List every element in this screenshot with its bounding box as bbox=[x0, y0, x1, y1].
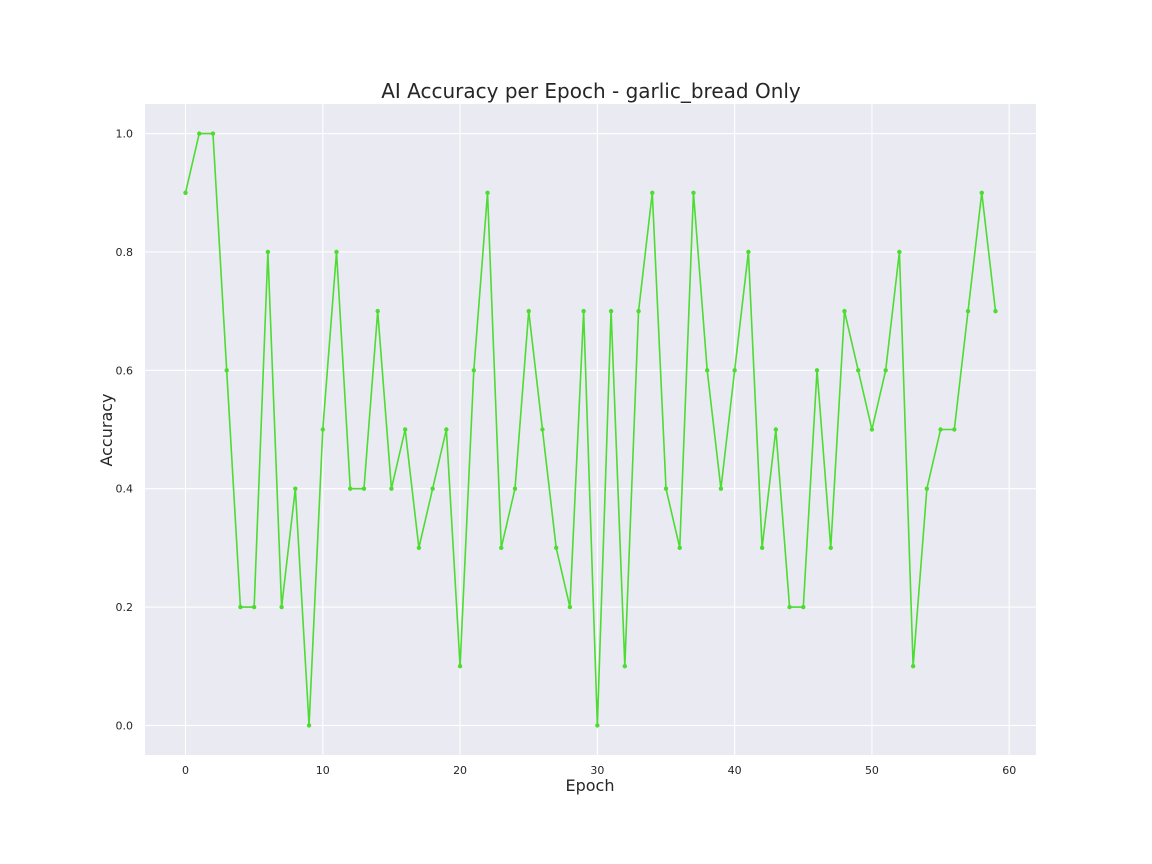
data-point bbox=[444, 427, 449, 432]
data-point bbox=[183, 190, 188, 195]
data-point bbox=[320, 427, 325, 432]
data-point bbox=[704, 368, 710, 373]
x-tick-label: 10 bbox=[316, 764, 330, 777]
data-point bbox=[746, 249, 751, 255]
data-point bbox=[622, 664, 628, 669]
x-tick-label: 30 bbox=[590, 764, 604, 777]
y-tick-label: 0.8 bbox=[116, 246, 134, 259]
y-tick-label: 1.0 bbox=[116, 128, 134, 141]
data-point bbox=[814, 368, 820, 373]
data-point bbox=[553, 545, 559, 551]
data-point bbox=[869, 427, 875, 432]
data-point bbox=[512, 486, 518, 491]
y-axis-label: Accuracy bbox=[97, 393, 116, 466]
data-point bbox=[650, 190, 655, 195]
data-point bbox=[883, 368, 888, 373]
data-point bbox=[691, 190, 696, 195]
data-point bbox=[759, 545, 765, 551]
data-point bbox=[608, 308, 614, 314]
data-point bbox=[828, 545, 833, 551]
data-point bbox=[279, 604, 284, 610]
data-point bbox=[306, 723, 312, 728]
data-point bbox=[567, 604, 573, 610]
data-point bbox=[389, 486, 394, 491]
x-tick-label: 40 bbox=[728, 764, 742, 777]
data-point bbox=[540, 427, 545, 432]
data-point bbox=[663, 486, 669, 491]
data-point bbox=[430, 486, 435, 491]
series-line bbox=[184, 132, 997, 727]
data-point bbox=[457, 664, 463, 669]
x-tick-label: 0 bbox=[182, 764, 189, 777]
data-point bbox=[471, 368, 477, 373]
series-group bbox=[183, 131, 998, 728]
data-point bbox=[348, 486, 353, 491]
data-point bbox=[910, 664, 916, 669]
data-point bbox=[952, 427, 957, 432]
x-tick-label: 50 bbox=[865, 764, 879, 777]
data-point bbox=[732, 368, 737, 373]
y-tick-label: 0.4 bbox=[116, 483, 134, 496]
data-point bbox=[238, 604, 243, 610]
y-tick-label: 0.6 bbox=[116, 364, 134, 377]
data-point bbox=[787, 604, 792, 610]
data-point bbox=[842, 308, 847, 314]
x-tick-label: 60 bbox=[1002, 764, 1016, 777]
data-point bbox=[938, 427, 943, 432]
y-tick-label: 0.0 bbox=[116, 719, 134, 732]
data-point bbox=[718, 486, 724, 491]
data-point bbox=[334, 249, 339, 255]
data-point bbox=[993, 308, 998, 314]
data-point bbox=[773, 427, 779, 432]
data-point bbox=[581, 308, 586, 314]
data-point bbox=[677, 545, 682, 551]
data-point bbox=[265, 249, 271, 255]
data-point bbox=[485, 190, 490, 195]
data-point bbox=[965, 308, 971, 314]
data-point bbox=[224, 368, 229, 373]
data-point bbox=[801, 604, 806, 610]
data-point bbox=[416, 545, 422, 551]
data-point bbox=[402, 427, 408, 432]
data-point bbox=[499, 545, 504, 551]
data-point bbox=[293, 486, 298, 491]
chart-title: AI Accuracy per Epoch - garlic_bread Onl… bbox=[381, 79, 801, 103]
data-point bbox=[595, 723, 600, 728]
data-point bbox=[636, 308, 641, 314]
plot-area bbox=[145, 104, 1036, 755]
y-tick-label: 0.2 bbox=[116, 601, 134, 614]
data-point bbox=[979, 190, 984, 195]
data-point bbox=[375, 308, 380, 314]
data-point bbox=[526, 308, 531, 314]
data-point bbox=[251, 604, 257, 610]
x-tick-label: 20 bbox=[453, 764, 467, 777]
data-point bbox=[197, 131, 202, 136]
data-point bbox=[897, 249, 902, 255]
data-point bbox=[361, 486, 367, 491]
data-point bbox=[924, 486, 930, 491]
tick-labels: 0 10 20 30 40 50 60 0.0 0.2 0.4 0.6 0.8 1.0 bbox=[116, 128, 1017, 777]
data-point bbox=[856, 368, 861, 373]
data-point bbox=[210, 131, 216, 136]
x-axis-label: Epoch bbox=[566, 776, 615, 795]
